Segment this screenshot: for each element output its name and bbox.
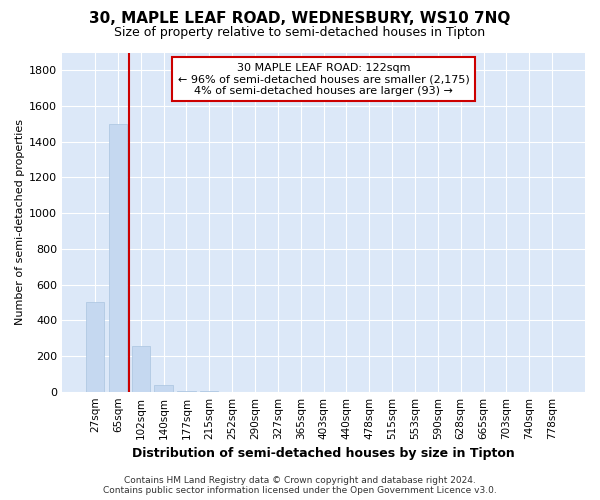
Bar xyxy=(154,386,173,392)
Y-axis label: Number of semi-detached properties: Number of semi-detached properties xyxy=(15,119,25,325)
Text: 30 MAPLE LEAF ROAD: 122sqm
← 96% of semi-detached houses are smaller (2,175)
4% : 30 MAPLE LEAF ROAD: 122sqm ← 96% of semi… xyxy=(178,62,469,96)
X-axis label: Distribution of semi-detached houses by size in Tipton: Distribution of semi-detached houses by … xyxy=(132,447,515,460)
Bar xyxy=(131,346,150,392)
Bar xyxy=(86,302,104,392)
Text: Contains HM Land Registry data © Crown copyright and database right 2024.
Contai: Contains HM Land Registry data © Crown c… xyxy=(103,476,497,495)
Bar xyxy=(178,391,196,392)
Text: 30, MAPLE LEAF ROAD, WEDNESBURY, WS10 7NQ: 30, MAPLE LEAF ROAD, WEDNESBURY, WS10 7N… xyxy=(89,11,511,26)
Text: Size of property relative to semi-detached houses in Tipton: Size of property relative to semi-detach… xyxy=(115,26,485,39)
Bar xyxy=(109,124,127,392)
